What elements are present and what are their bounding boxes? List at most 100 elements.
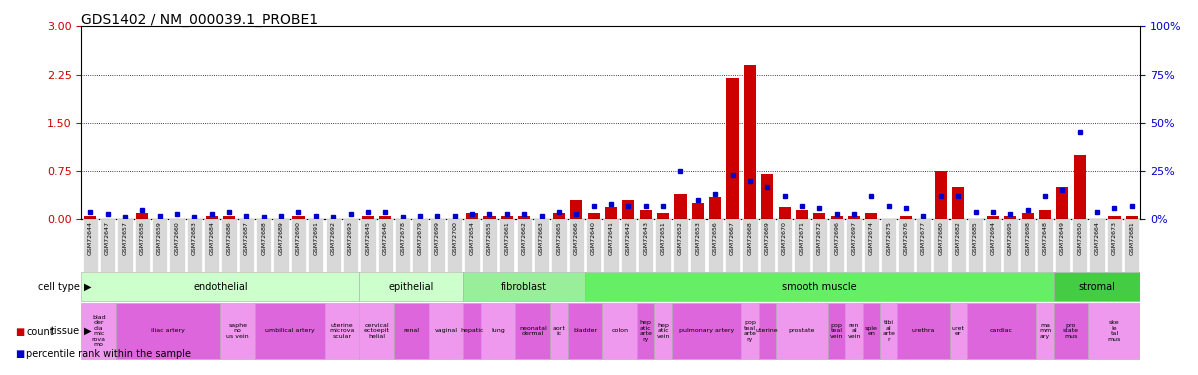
Bar	[690, 219, 706, 272]
Text: smooth muscle: smooth muscle	[782, 282, 857, 292]
Bar	[204, 219, 219, 272]
Bar	[501, 216, 513, 219]
Bar	[672, 303, 742, 359]
Bar	[897, 303, 950, 359]
Text: fibroblast: fibroblast	[501, 282, 547, 292]
Bar	[621, 219, 636, 272]
Text: sple
en: sple en	[865, 326, 878, 336]
Text: GSM72682: GSM72682	[956, 221, 961, 255]
Bar	[291, 219, 307, 272]
Text: percentile rank within the sample: percentile rank within the sample	[26, 350, 192, 359]
Bar	[1019, 219, 1035, 272]
Text: GSM72647: GSM72647	[105, 221, 110, 255]
Bar	[377, 219, 393, 272]
Text: renal: renal	[404, 328, 419, 333]
Bar	[1126, 216, 1138, 219]
Bar	[898, 219, 914, 272]
Bar	[794, 219, 810, 272]
Text: GSM72685: GSM72685	[973, 221, 978, 255]
Text: GSM72692: GSM72692	[331, 221, 335, 255]
Text: GSM72700: GSM72700	[452, 221, 458, 255]
Text: GSM72665: GSM72665	[556, 221, 562, 255]
Text: GSM72678: GSM72678	[400, 221, 405, 255]
Text: GSM72687: GSM72687	[244, 221, 249, 255]
Bar	[657, 213, 670, 219]
Text: GSM72642: GSM72642	[625, 221, 631, 255]
Bar	[864, 219, 879, 272]
Bar	[795, 210, 807, 219]
Bar	[881, 303, 897, 359]
Bar	[915, 219, 931, 272]
Bar	[934, 171, 946, 219]
Bar	[585, 273, 1054, 301]
Bar	[550, 303, 568, 359]
Text: GSM72661: GSM72661	[504, 221, 509, 255]
Bar	[81, 303, 116, 359]
Text: GSM72655: GSM72655	[486, 221, 492, 255]
Text: GSM72690: GSM72690	[296, 221, 301, 255]
Text: ■: ■	[16, 350, 25, 359]
Bar	[758, 303, 776, 359]
Text: uterine
microva
scular: uterine microva scular	[329, 323, 355, 339]
Bar	[812, 219, 827, 272]
Bar	[1124, 219, 1139, 272]
Text: GSM72681: GSM72681	[1130, 221, 1135, 255]
Bar	[985, 219, 1000, 272]
Text: aort
ic: aort ic	[552, 326, 565, 336]
Text: pulmonary artery: pulmonary artery	[679, 328, 734, 333]
Bar	[256, 219, 272, 272]
Bar	[1004, 216, 1016, 219]
Text: GSM72656: GSM72656	[713, 221, 718, 255]
Bar	[987, 216, 999, 219]
Bar	[673, 219, 688, 272]
Bar	[464, 273, 585, 301]
Text: GSM72671: GSM72671	[799, 221, 804, 255]
Text: epithelial: epithelial	[388, 282, 434, 292]
Bar	[359, 273, 464, 301]
Bar	[568, 303, 603, 359]
Text: GSM72663: GSM72663	[539, 221, 544, 255]
Bar	[655, 219, 671, 272]
Bar	[847, 219, 861, 272]
Text: GSM72658: GSM72658	[140, 221, 145, 255]
Text: pop
teal
vein: pop teal vein	[830, 323, 843, 339]
Bar	[134, 219, 150, 272]
Text: GSM72657: GSM72657	[122, 221, 127, 255]
Bar	[238, 219, 254, 272]
Text: GSM72698: GSM72698	[1025, 221, 1030, 255]
Bar	[83, 219, 98, 272]
Bar	[709, 197, 721, 219]
Bar	[500, 219, 514, 272]
Text: cardiac: cardiac	[990, 328, 1014, 333]
Bar	[1054, 273, 1140, 301]
Text: GSM72648: GSM72648	[1042, 221, 1047, 255]
Bar	[116, 303, 220, 359]
Text: GSM72686: GSM72686	[226, 221, 231, 255]
Text: umbilical artery: umbilical artery	[265, 328, 315, 333]
Bar	[1054, 219, 1070, 272]
Bar	[900, 216, 912, 219]
Bar	[1089, 219, 1105, 272]
Text: pro
state
mus: pro state mus	[1063, 323, 1079, 339]
Bar	[222, 219, 237, 272]
Bar	[380, 216, 392, 219]
Text: ▶: ▶	[84, 326, 91, 336]
Text: GSM72672: GSM72672	[817, 221, 822, 255]
Bar	[865, 213, 877, 219]
Text: GSM72641: GSM72641	[609, 221, 613, 255]
Text: GSM72654: GSM72654	[470, 221, 474, 255]
Bar	[1037, 219, 1053, 272]
Text: GSM72684: GSM72684	[210, 221, 214, 255]
Bar	[863, 303, 881, 359]
Bar	[117, 219, 133, 272]
Bar	[362, 216, 374, 219]
Bar	[587, 213, 600, 219]
Bar	[480, 303, 515, 359]
Text: GSM72693: GSM72693	[349, 221, 353, 255]
Bar	[640, 210, 652, 219]
Bar	[206, 216, 218, 219]
Bar	[464, 303, 480, 359]
Text: ren
al
vein: ren al vein	[847, 323, 860, 339]
Bar	[1022, 213, 1034, 219]
Bar	[654, 303, 672, 359]
